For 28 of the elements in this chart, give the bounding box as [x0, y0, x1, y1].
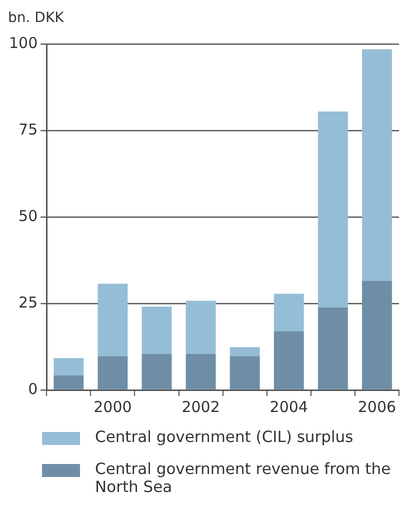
x-tick-label: 2006 — [358, 398, 396, 416]
y-axis-title: bn. DKK — [8, 10, 64, 26]
bar — [98, 284, 128, 356]
y-tick-label: 25 — [18, 293, 38, 312]
bar — [230, 347, 260, 356]
bar — [54, 358, 84, 376]
bar — [186, 300, 216, 354]
bar — [142, 306, 172, 354]
bar — [142, 354, 172, 390]
bar — [230, 356, 260, 390]
bar — [54, 375, 84, 390]
legend-label: Central government revenue from the North Sea — [95, 460, 392, 496]
bar — [362, 49, 392, 282]
bar — [274, 331, 304, 390]
y-tick-label: 50 — [18, 206, 38, 225]
x-tick-label: 2004 — [270, 398, 308, 416]
bar — [274, 294, 304, 332]
y-tick-label: 100 — [8, 34, 38, 52]
y-tick-label: 0 — [28, 380, 38, 398]
y-tick-label: 75 — [18, 120, 38, 138]
bar — [98, 356, 128, 390]
bar — [318, 307, 348, 390]
bar — [318, 111, 348, 308]
x-tick-label: 2000 — [94, 398, 132, 416]
bar — [362, 281, 392, 390]
bar — [186, 354, 216, 390]
x-tick-label: 2002 — [182, 398, 220, 416]
legend-label: Central government (CIL) surplus — [95, 428, 354, 446]
